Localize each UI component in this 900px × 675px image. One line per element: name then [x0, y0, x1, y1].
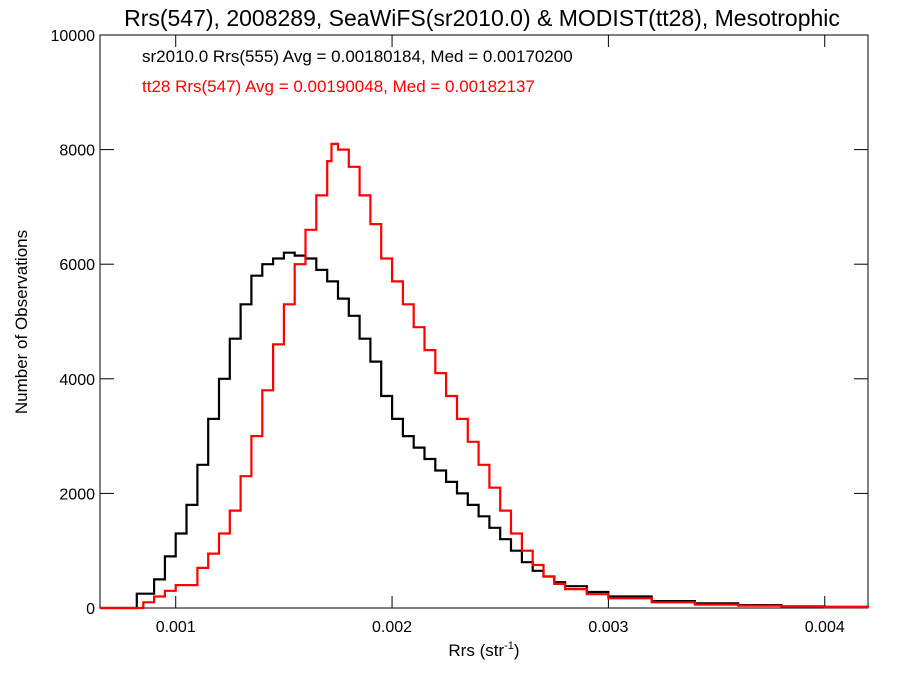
y-tick-label: 10000 — [51, 28, 96, 45]
annotation-modist: tt28 Rrs(547) Avg = 0.00190048, Med = 0.… — [142, 77, 535, 96]
plot-area-frame — [99, 34, 869, 609]
y-tick-label: 2000 — [59, 486, 95, 503]
series-line-seawifs — [100, 251, 870, 610]
chart-title: Rrs(547), 2008289, SeaWiFS(sr2010.0) & M… — [124, 5, 840, 31]
y-axis-label: Number of Observations — [12, 230, 31, 414]
y-tick-label: 6000 — [59, 257, 95, 274]
x-axis-ticks: 0.001 0.002 0.003 0.004 — [156, 35, 845, 636]
x-tick-label: 0.001 — [156, 619, 196, 636]
y-tick-label: 4000 — [59, 372, 95, 389]
y-tick-label: 8000 — [59, 143, 95, 160]
x-axis-label-main: Rrs (str — [448, 641, 504, 660]
x-axis-label-superscript: -1 — [504, 640, 514, 652]
annotation-seawifs: sr2010.0 Rrs(555) Avg = 0.00180184, Med … — [142, 47, 573, 66]
y-axis-ticks: 0 2000 4000 6000 8000 10000 — [51, 28, 868, 618]
x-axis-label-suffix: ) — [514, 641, 520, 660]
x-tick-label: 0.003 — [588, 619, 628, 636]
y-tick-label: 0 — [86, 601, 95, 618]
x-tick-label: 0.004 — [805, 619, 845, 636]
x-tick-label: 0.002 — [372, 619, 412, 636]
series-line-modist — [100, 142, 870, 610]
series-group — [100, 142, 870, 610]
x-axis-label: Rrs (str-1) — [448, 640, 519, 660]
